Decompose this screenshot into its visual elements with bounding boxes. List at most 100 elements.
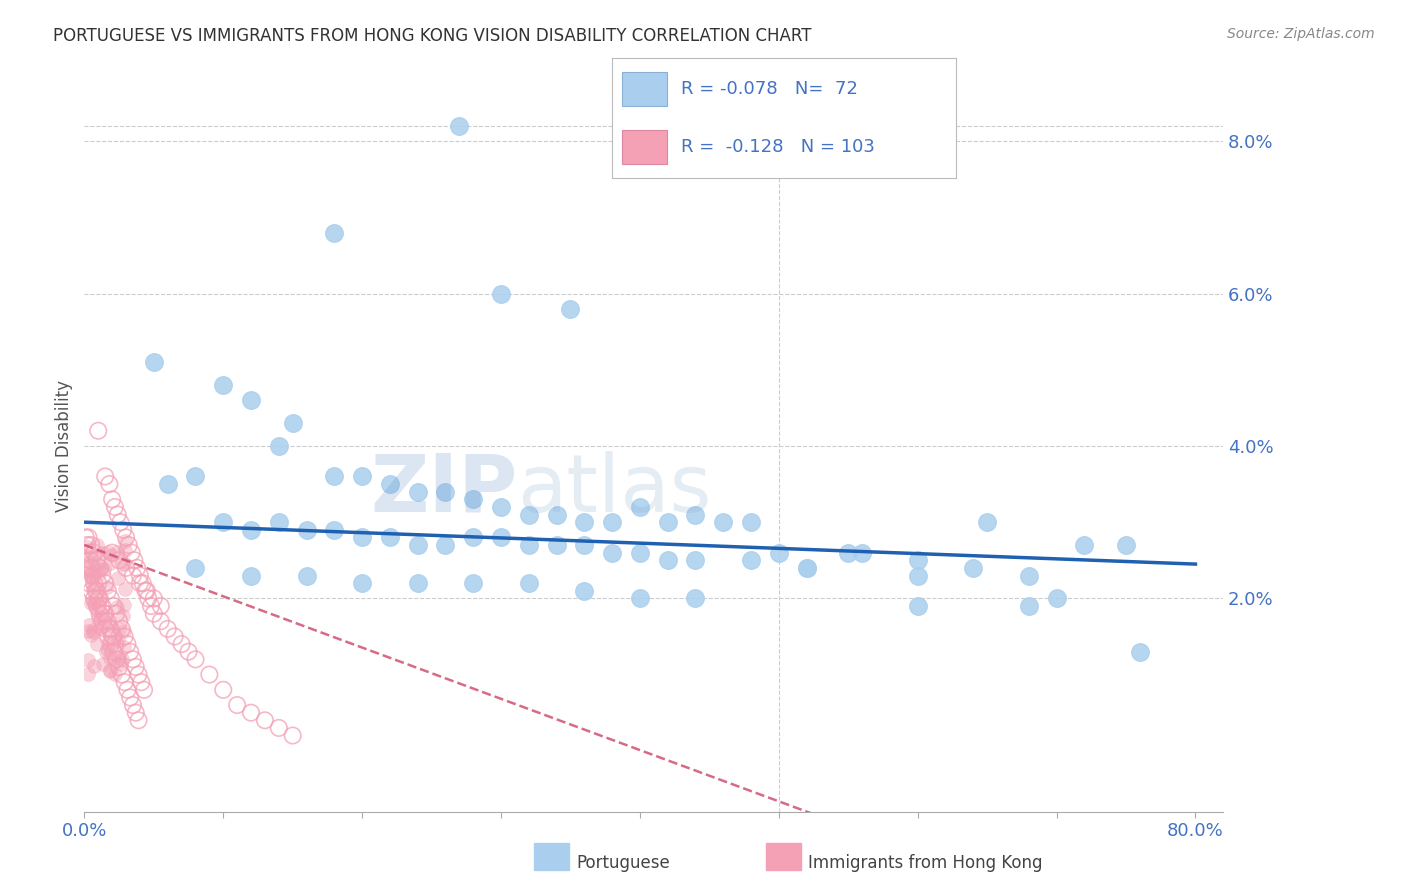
Point <box>94 607 117 621</box>
Point <box>240 706 263 720</box>
Point <box>463 576 485 591</box>
Point <box>267 515 290 529</box>
Point <box>170 637 193 651</box>
Point <box>560 301 582 316</box>
Point <box>976 515 998 529</box>
Point <box>105 607 128 621</box>
Point <box>489 286 512 301</box>
Point <box>103 630 125 644</box>
Point <box>82 580 104 594</box>
Point <box>323 226 346 240</box>
Point <box>91 614 114 628</box>
Point <box>132 682 155 697</box>
Point <box>574 583 596 598</box>
Point <box>80 583 103 598</box>
Point <box>76 549 98 564</box>
Point <box>295 523 318 537</box>
Point <box>281 729 304 743</box>
Point <box>108 651 131 665</box>
Point <box>108 660 131 674</box>
Text: Immigrants from Hong Kong: Immigrants from Hong Kong <box>808 854 1043 871</box>
Point <box>96 580 118 594</box>
Point <box>546 538 568 552</box>
Point <box>120 690 142 705</box>
Point <box>489 500 512 514</box>
Point <box>112 624 135 638</box>
Point <box>711 515 734 529</box>
Point <box>463 492 485 507</box>
Point <box>114 557 136 571</box>
Point <box>101 546 124 560</box>
Point <box>97 630 120 644</box>
Point <box>103 636 125 650</box>
Point <box>124 553 146 567</box>
Point <box>98 556 121 570</box>
Point <box>281 416 304 430</box>
Point <box>323 523 346 537</box>
Point <box>93 607 115 621</box>
Point <box>110 515 132 529</box>
Point <box>75 530 97 544</box>
Point <box>118 538 141 552</box>
Point <box>103 645 125 659</box>
Point <box>98 664 121 678</box>
Point <box>628 500 651 514</box>
Point <box>128 714 150 728</box>
Point <box>463 530 485 544</box>
Point <box>89 591 111 605</box>
Point <box>489 530 512 544</box>
Point <box>114 582 136 596</box>
Point <box>127 561 149 575</box>
Point <box>136 591 159 606</box>
Point <box>80 561 103 575</box>
Point <box>104 637 127 651</box>
Point <box>1018 599 1040 613</box>
Point <box>91 568 114 582</box>
Point <box>517 538 540 552</box>
Point <box>267 721 290 735</box>
Point <box>83 546 105 560</box>
Point <box>837 546 859 560</box>
Point <box>107 571 129 585</box>
Point <box>86 637 108 651</box>
Point <box>406 576 429 591</box>
Point <box>768 546 790 560</box>
Point <box>796 561 818 575</box>
Point <box>434 484 457 499</box>
Point <box>120 645 142 659</box>
Point <box>378 477 401 491</box>
Point <box>77 530 100 544</box>
Point <box>97 614 120 628</box>
Point <box>600 515 623 529</box>
Point <box>90 562 112 576</box>
Point <box>226 698 249 712</box>
Point <box>1045 591 1067 606</box>
Point <box>114 534 136 549</box>
Point <box>76 538 98 552</box>
Point <box>253 714 276 728</box>
Point <box>80 596 103 610</box>
Point <box>77 624 100 639</box>
Point <box>90 599 112 613</box>
Point <box>84 583 107 598</box>
Point <box>740 515 762 529</box>
Point <box>131 576 153 591</box>
Point <box>101 548 124 562</box>
Point <box>98 663 121 677</box>
Point <box>93 657 115 671</box>
Point <box>105 544 128 558</box>
Point <box>198 667 221 681</box>
Text: ZIP: ZIP <box>370 450 517 529</box>
Point <box>122 568 145 582</box>
Point <box>139 599 162 613</box>
Point <box>907 599 929 613</box>
Point <box>112 598 135 612</box>
Point <box>87 611 110 625</box>
Point <box>628 546 651 560</box>
Point <box>89 621 111 635</box>
Point <box>83 658 105 673</box>
Point <box>156 477 179 491</box>
Point <box>89 561 111 575</box>
Point <box>352 576 374 591</box>
Point <box>98 636 121 650</box>
